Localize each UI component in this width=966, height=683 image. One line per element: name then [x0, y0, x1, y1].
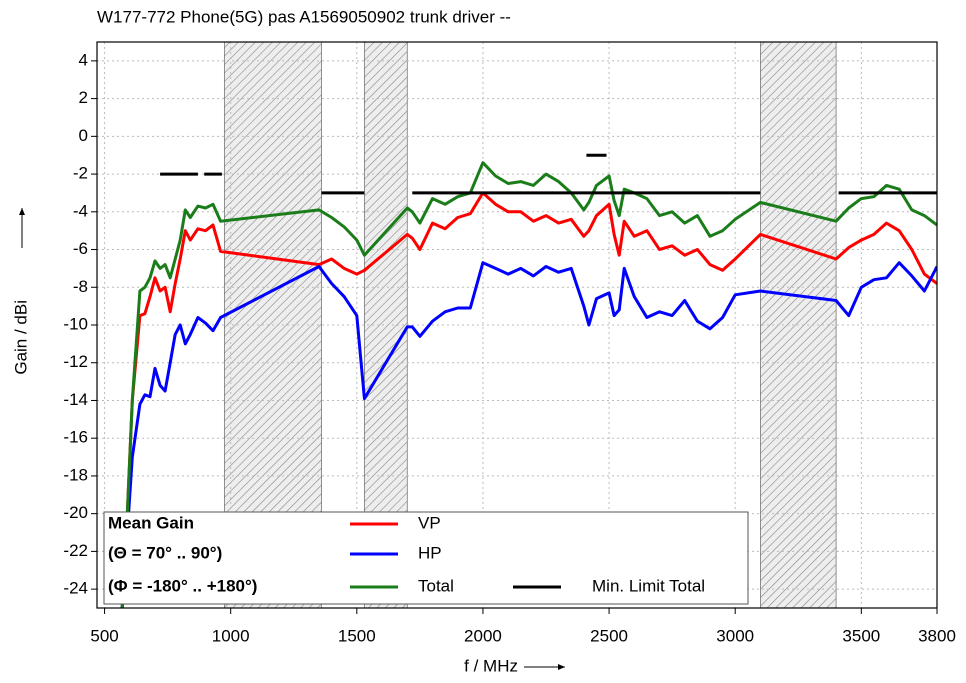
y-tick-label: -18 — [63, 465, 88, 484]
x-tick-label: 2000 — [464, 626, 502, 645]
y-tick-label: -24 — [63, 579, 88, 598]
x-tick-label: 1000 — [212, 626, 250, 645]
legend-label: Min. Limit Total — [592, 576, 705, 595]
y-axis-label: Gain / dBi — [11, 300, 30, 375]
y-tick-label: -12 — [63, 352, 88, 371]
y-tick-label: -4 — [73, 201, 88, 220]
y-tick-label: -10 — [63, 314, 88, 333]
series-line — [120, 261, 937, 608]
legend-title: Mean Gain — [108, 513, 194, 532]
y-tick-label: 2 — [79, 88, 88, 107]
x-tick-label: 3500 — [842, 626, 880, 645]
legend-label: HP — [418, 543, 442, 562]
y-tick-label: 0 — [79, 126, 88, 145]
series-line — [120, 191, 937, 608]
y-tick-label: -8 — [73, 277, 88, 296]
y-tick-label: 4 — [79, 50, 88, 69]
y-tick-label: -14 — [63, 390, 88, 409]
y-axis-arrow-head — [19, 208, 25, 215]
legend-label: Total — [418, 576, 454, 595]
y-tick-label: -16 — [63, 428, 88, 447]
x-tick-label: 3800 — [918, 626, 956, 645]
y-tick-label: -2 — [73, 164, 88, 183]
x-tick-label: 1500 — [338, 626, 376, 645]
x-axis-label: f / MHz — [464, 656, 518, 675]
x-tick-label: 3000 — [716, 626, 754, 645]
x-tick-label: 500 — [90, 626, 118, 645]
y-tick-label: -22 — [63, 541, 88, 560]
y-tick-label: -6 — [73, 239, 88, 258]
legend-box — [103, 511, 749, 605]
series-line — [120, 161, 937, 608]
x-tick-label: 2500 — [590, 626, 628, 645]
series-line — [160, 153, 937, 195]
y-tick-label: -20 — [63, 503, 88, 522]
legend-title: (Φ = -180° .. +180°) — [108, 576, 257, 595]
chart-title: W177-772 Phone(5G) pas A1569050902 trunk… — [97, 7, 511, 26]
legend-title: (Θ = 70° .. 90°) — [108, 543, 222, 562]
x-axis-arrow-head — [558, 664, 565, 670]
legend-label: VP — [418, 513, 441, 532]
